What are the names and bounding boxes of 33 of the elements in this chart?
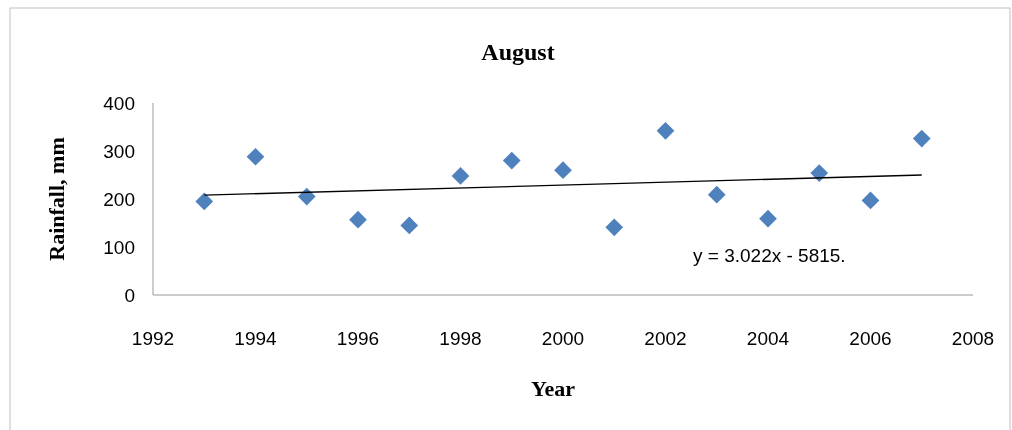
y-tick-label: 300 <box>103 140 135 162</box>
y-tick-label: 0 <box>124 284 135 306</box>
chart-title: August <box>481 39 555 65</box>
point <box>810 164 829 182</box>
y-tick-label: 400 <box>103 92 135 114</box>
x-tick-label: 2006 <box>849 328 892 349</box>
point <box>246 147 265 166</box>
x-tick-label: 2004 <box>746 328 790 349</box>
point <box>912 129 931 148</box>
annotation: y = 3.022x - 5815. <box>693 245 846 266</box>
x-tick-label: 2008 <box>951 328 995 349</box>
point <box>554 161 572 180</box>
point <box>451 167 470 185</box>
x-tick-label: 1998 <box>439 328 482 349</box>
point <box>297 187 316 206</box>
point <box>656 121 675 140</box>
point <box>707 185 726 204</box>
point <box>195 192 214 211</box>
point <box>759 209 777 228</box>
point <box>502 151 521 170</box>
y-axis-title: Rainfall, mm <box>44 137 69 261</box>
y-tick-label: 100 <box>103 236 135 258</box>
x-axis-title: Year <box>531 376 576 401</box>
x-tick-label: 2000 <box>541 328 585 349</box>
point <box>349 210 367 229</box>
x-tick-label: 1992 <box>131 328 175 349</box>
x-tick-label: 2002 <box>644 328 687 349</box>
x-tick-label: 1996 <box>336 328 380 349</box>
y-tick-label: 200 <box>103 188 135 210</box>
point <box>400 216 419 235</box>
point <box>861 191 880 210</box>
point <box>605 218 624 237</box>
x-tick-label: 1994 <box>234 328 278 349</box>
